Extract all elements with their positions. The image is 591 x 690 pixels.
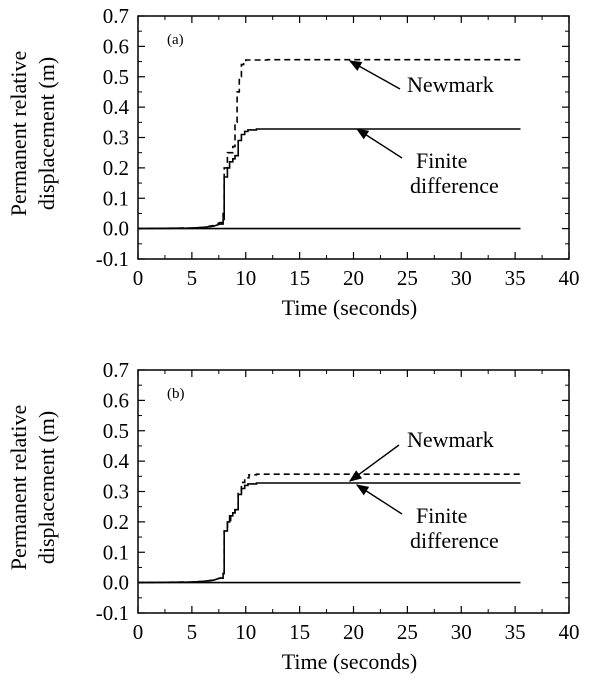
y-axis-label: displacement (m) [34,411,59,564]
y-tick-label: 0.1 [103,540,129,564]
x-tick-label: 10 [235,620,256,644]
y-tick-label: 0.2 [103,156,129,180]
plot-frame [137,15,570,260]
series-line-newmark [137,58,521,230]
annotation-label: Finite [416,148,467,173]
x-tick-label: 25 [397,620,418,644]
x-axis-label: Time (seconds) [282,649,417,674]
x-axis-label: Time (seconds) [282,295,417,320]
y-tick-label: 0.7 [103,358,129,382]
x-tick-label: 15 [289,620,310,644]
annotation-arrow [348,60,401,90]
chart-panel-a: 0 5 10 15 20 25 30 35 40 -0.1 0.0 0.1 0.2 0.3 0.4 0.5 0.… [6,4,580,320]
x-tick-label: 40 [559,620,580,644]
annotation-label: difference [410,173,499,198]
x-tick-label: 15 [289,266,310,290]
annotation-label: Newmark [407,72,494,97]
y-tick-label: 0.5 [103,419,129,443]
x-tick-label: 10 [235,266,256,290]
y-tick-label: 0.6 [103,34,129,58]
y-tick-label: 0.4 [103,95,130,119]
annotation-arrow [355,128,403,159]
y-axis-label: Permanent relative [6,405,31,571]
y-axis-label: Permanent relative [6,51,31,217]
y-tick-label: 0.1 [103,186,129,210]
x-tick-label: 40 [559,266,580,290]
y-tick-label: 0.5 [103,65,129,89]
x-tick-label: 20 [343,266,364,290]
y-tick-label: 0.2 [103,510,129,534]
y-tick-label: -0.1 [96,601,129,625]
y-axis-label: displacement (m) [34,57,59,210]
x-tick-label: 5 [187,620,198,644]
x-tick-label: 0 [133,266,144,290]
x-tick-label: 30 [451,266,472,290]
chart-panel-b: 0 5 10 15 20 25 30 35 40 -0.1 0.0 0.1 0.2 0.3 0.4 0.5 0.… [6,358,580,674]
annotation-label: Newmark [407,427,494,452]
x-tick-label: 0 [133,620,144,644]
x-tick-label: 35 [505,266,526,290]
panel-label: (a) [167,32,184,48]
x-tick-label: 25 [397,266,418,290]
annotation-arrow [355,484,403,515]
y-tick-label: 0.0 [103,571,129,595]
series-line-finite-difference [137,128,521,230]
x-tick-label: 35 [505,620,526,644]
x-tick-label: 30 [451,620,472,644]
y-tick-label: -0.1 [96,247,129,271]
y-tick-label: 0.3 [103,126,129,150]
annotation-label: Finite [416,503,467,528]
x-tick-label: 20 [343,620,364,644]
x-tick-label: 5 [187,266,198,290]
annotation-label: difference [410,528,499,553]
panel-label: (b) [167,386,185,402]
y-tick-label: 0.6 [103,388,129,412]
y-tick-label: 0.3 [103,480,129,504]
y-tick-label: 0.7 [103,4,129,28]
y-tick-label: 0.0 [103,217,129,241]
series-line-finite-difference [137,482,521,584]
annotation-arrow [348,444,400,482]
plot-frame [137,369,570,614]
y-tick-label: 0.4 [103,449,130,473]
